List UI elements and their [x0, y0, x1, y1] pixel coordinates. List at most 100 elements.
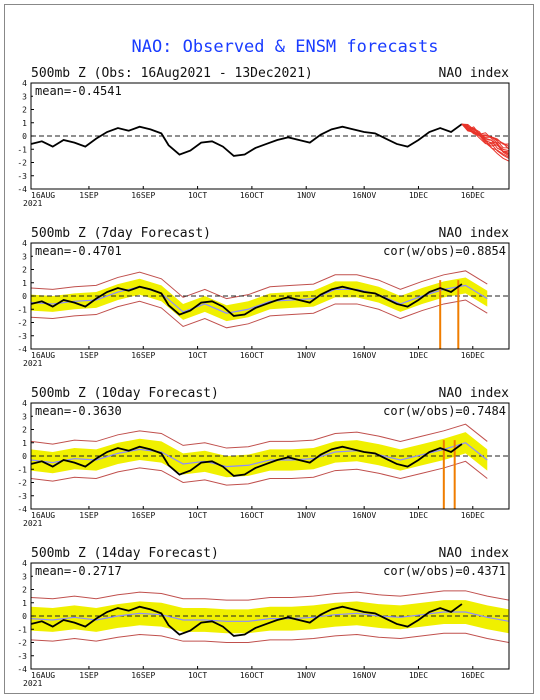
- mean-label: mean=-0.4541: [35, 84, 122, 98]
- x-tick-label: 1OCT: [188, 671, 207, 680]
- observed-line: [30, 603, 463, 637]
- x-tick-label: 16NOV: [352, 351, 376, 360]
- y-tick-label: -2: [17, 479, 27, 488]
- panel-frame: [30, 82, 510, 190]
- x-tick-label: 1NOV: [297, 671, 316, 680]
- panel-header: 500mb Z (14day Forecast): [31, 546, 219, 561]
- panel-4: 500mb Z (14day Forecast) NAO index 4 3 2 1 0 -1…: [17, 546, 510, 688]
- y-tick-label: -1: [17, 145, 27, 154]
- cor-label: cor(w/obs)=0.8854: [383, 244, 506, 258]
- x-tick-label: 16AUG: [31, 671, 55, 680]
- y-tick-label: 3: [22, 412, 27, 421]
- y-tick-label: 3: [22, 92, 27, 101]
- y-tick-label: -4: [17, 345, 27, 354]
- y-tick-label: 4: [22, 559, 27, 568]
- y-tick-label: 2: [22, 426, 27, 435]
- ensemble-min-line: [30, 299, 488, 329]
- mean-label: mean=-0.2717: [35, 564, 122, 578]
- ensemble-min-line: [30, 632, 510, 643]
- x-tick-label: 1SEP: [79, 191, 98, 200]
- y-tick-label: 3: [22, 252, 27, 261]
- x-tick-label: 1SEP: [79, 671, 98, 680]
- ensemble-max-line: [30, 590, 510, 601]
- x-tick-label: 1SEP: [79, 511, 98, 520]
- y-tick-label: 4: [22, 79, 27, 88]
- mean-label: mean=-0.4701: [35, 244, 122, 258]
- cor-label-bg: [380, 565, 507, 578]
- y-tick-label: 1: [22, 439, 27, 448]
- x-tick-label: 16NOV: [352, 511, 376, 520]
- y-tick-label: 0: [22, 452, 27, 461]
- y-tick-label: -4: [17, 185, 27, 194]
- x-tick-label: 16NOV: [352, 671, 376, 680]
- x-tick-label: 1OCT: [188, 511, 207, 520]
- forecast-member-line: [461, 123, 510, 162]
- x-tick-label: 16SEP: [131, 351, 155, 360]
- y-tick-label: 2: [22, 586, 27, 595]
- x-tick-label: 16SEP: [131, 191, 155, 200]
- ensemble-max-line: [30, 270, 488, 300]
- x-tick-label: 16SEP: [131, 671, 155, 680]
- ensemble-mean-line: [30, 284, 488, 314]
- figure-title: NAO: Observed & ENSM forecasts: [131, 37, 438, 57]
- panel-index-label: NAO index: [439, 66, 510, 81]
- ensemble-max-line: [30, 423, 488, 449]
- panel-index-label: NAO index: [439, 226, 510, 241]
- x-tick-label: 16DEC: [461, 671, 485, 680]
- observed-line: [30, 443, 463, 477]
- y-tick-label: -3: [17, 492, 27, 501]
- x-year-label: 2021: [23, 679, 42, 688]
- y-tick-label: -1: [17, 625, 27, 634]
- x-tick-label: 16AUG: [31, 191, 55, 200]
- x-tick-label: 1DEC: [409, 511, 428, 520]
- y-tick-label: 4: [22, 239, 27, 248]
- mean-label-bg: [33, 85, 124, 98]
- x-tick-label: 1DEC: [409, 671, 428, 680]
- x-tick-label: 16DEC: [461, 351, 485, 360]
- y-tick-label: -4: [17, 665, 27, 674]
- ensemble-spread-band: [31, 600, 509, 634]
- x-tick-label: 16NOV: [352, 191, 376, 200]
- y-tick-label: 0: [22, 292, 27, 301]
- panel-1: 500mb Z (Obs: 16Aug2021 - 13Dec2021) NAO …: [17, 66, 510, 208]
- x-tick-label: 16AUG: [31, 351, 55, 360]
- x-tick-label: 16OCT: [240, 351, 264, 360]
- y-tick-label: 3: [22, 572, 27, 581]
- figure-frame: [4, 4, 534, 694]
- ensemble-min-line: [30, 460, 488, 486]
- y-tick-label: -3: [17, 652, 27, 661]
- x-year-label: 2021: [23, 359, 42, 368]
- y-tick-label: -2: [17, 159, 27, 168]
- mean-label: mean=-0.3630: [35, 404, 122, 418]
- y-tick-label: -3: [17, 172, 27, 181]
- x-tick-label: 1NOV: [297, 191, 316, 200]
- y-tick-label: 1: [22, 599, 27, 608]
- x-tick-label: 1NOV: [297, 511, 316, 520]
- panel-header: 500mb Z (10day Forecast): [31, 386, 219, 401]
- x-tick-label: 16OCT: [240, 671, 264, 680]
- y-tick-label: 0: [22, 612, 27, 621]
- mean-label-bg: [33, 565, 124, 578]
- x-tick-label: 1NOV: [297, 351, 316, 360]
- x-tick-label: 16DEC: [461, 511, 485, 520]
- y-tick-label: -2: [17, 639, 27, 648]
- panels-group: 500mb Z (Obs: 16Aug2021 - 13Dec2021) NAO …: [17, 66, 510, 688]
- x-tick-label: 16DEC: [461, 191, 485, 200]
- y-tick-label: -1: [17, 465, 27, 474]
- x-tick-label: 16OCT: [240, 511, 264, 520]
- panel-header: 500mb Z (7day Forecast): [31, 226, 211, 241]
- forecast-member-line: [461, 123, 510, 149]
- panel-index-label: NAO index: [439, 546, 510, 561]
- y-tick-label: 2: [22, 266, 27, 275]
- mean-label-bg: [33, 245, 124, 258]
- ensemble-spread-band: [31, 432, 488, 478]
- y-tick-label: -2: [17, 319, 27, 328]
- observed-line: [30, 283, 463, 317]
- x-year-label: 2021: [23, 199, 42, 208]
- y-tick-label: 2: [22, 106, 27, 115]
- y-tick-label: 0: [22, 132, 27, 141]
- panel-header: 500mb Z (Obs: 16Aug2021 - 13Dec2021): [31, 66, 313, 81]
- x-year-label: 2021: [23, 519, 42, 528]
- panel-index-label: NAO index: [439, 386, 510, 401]
- x-tick-label: 1OCT: [188, 351, 207, 360]
